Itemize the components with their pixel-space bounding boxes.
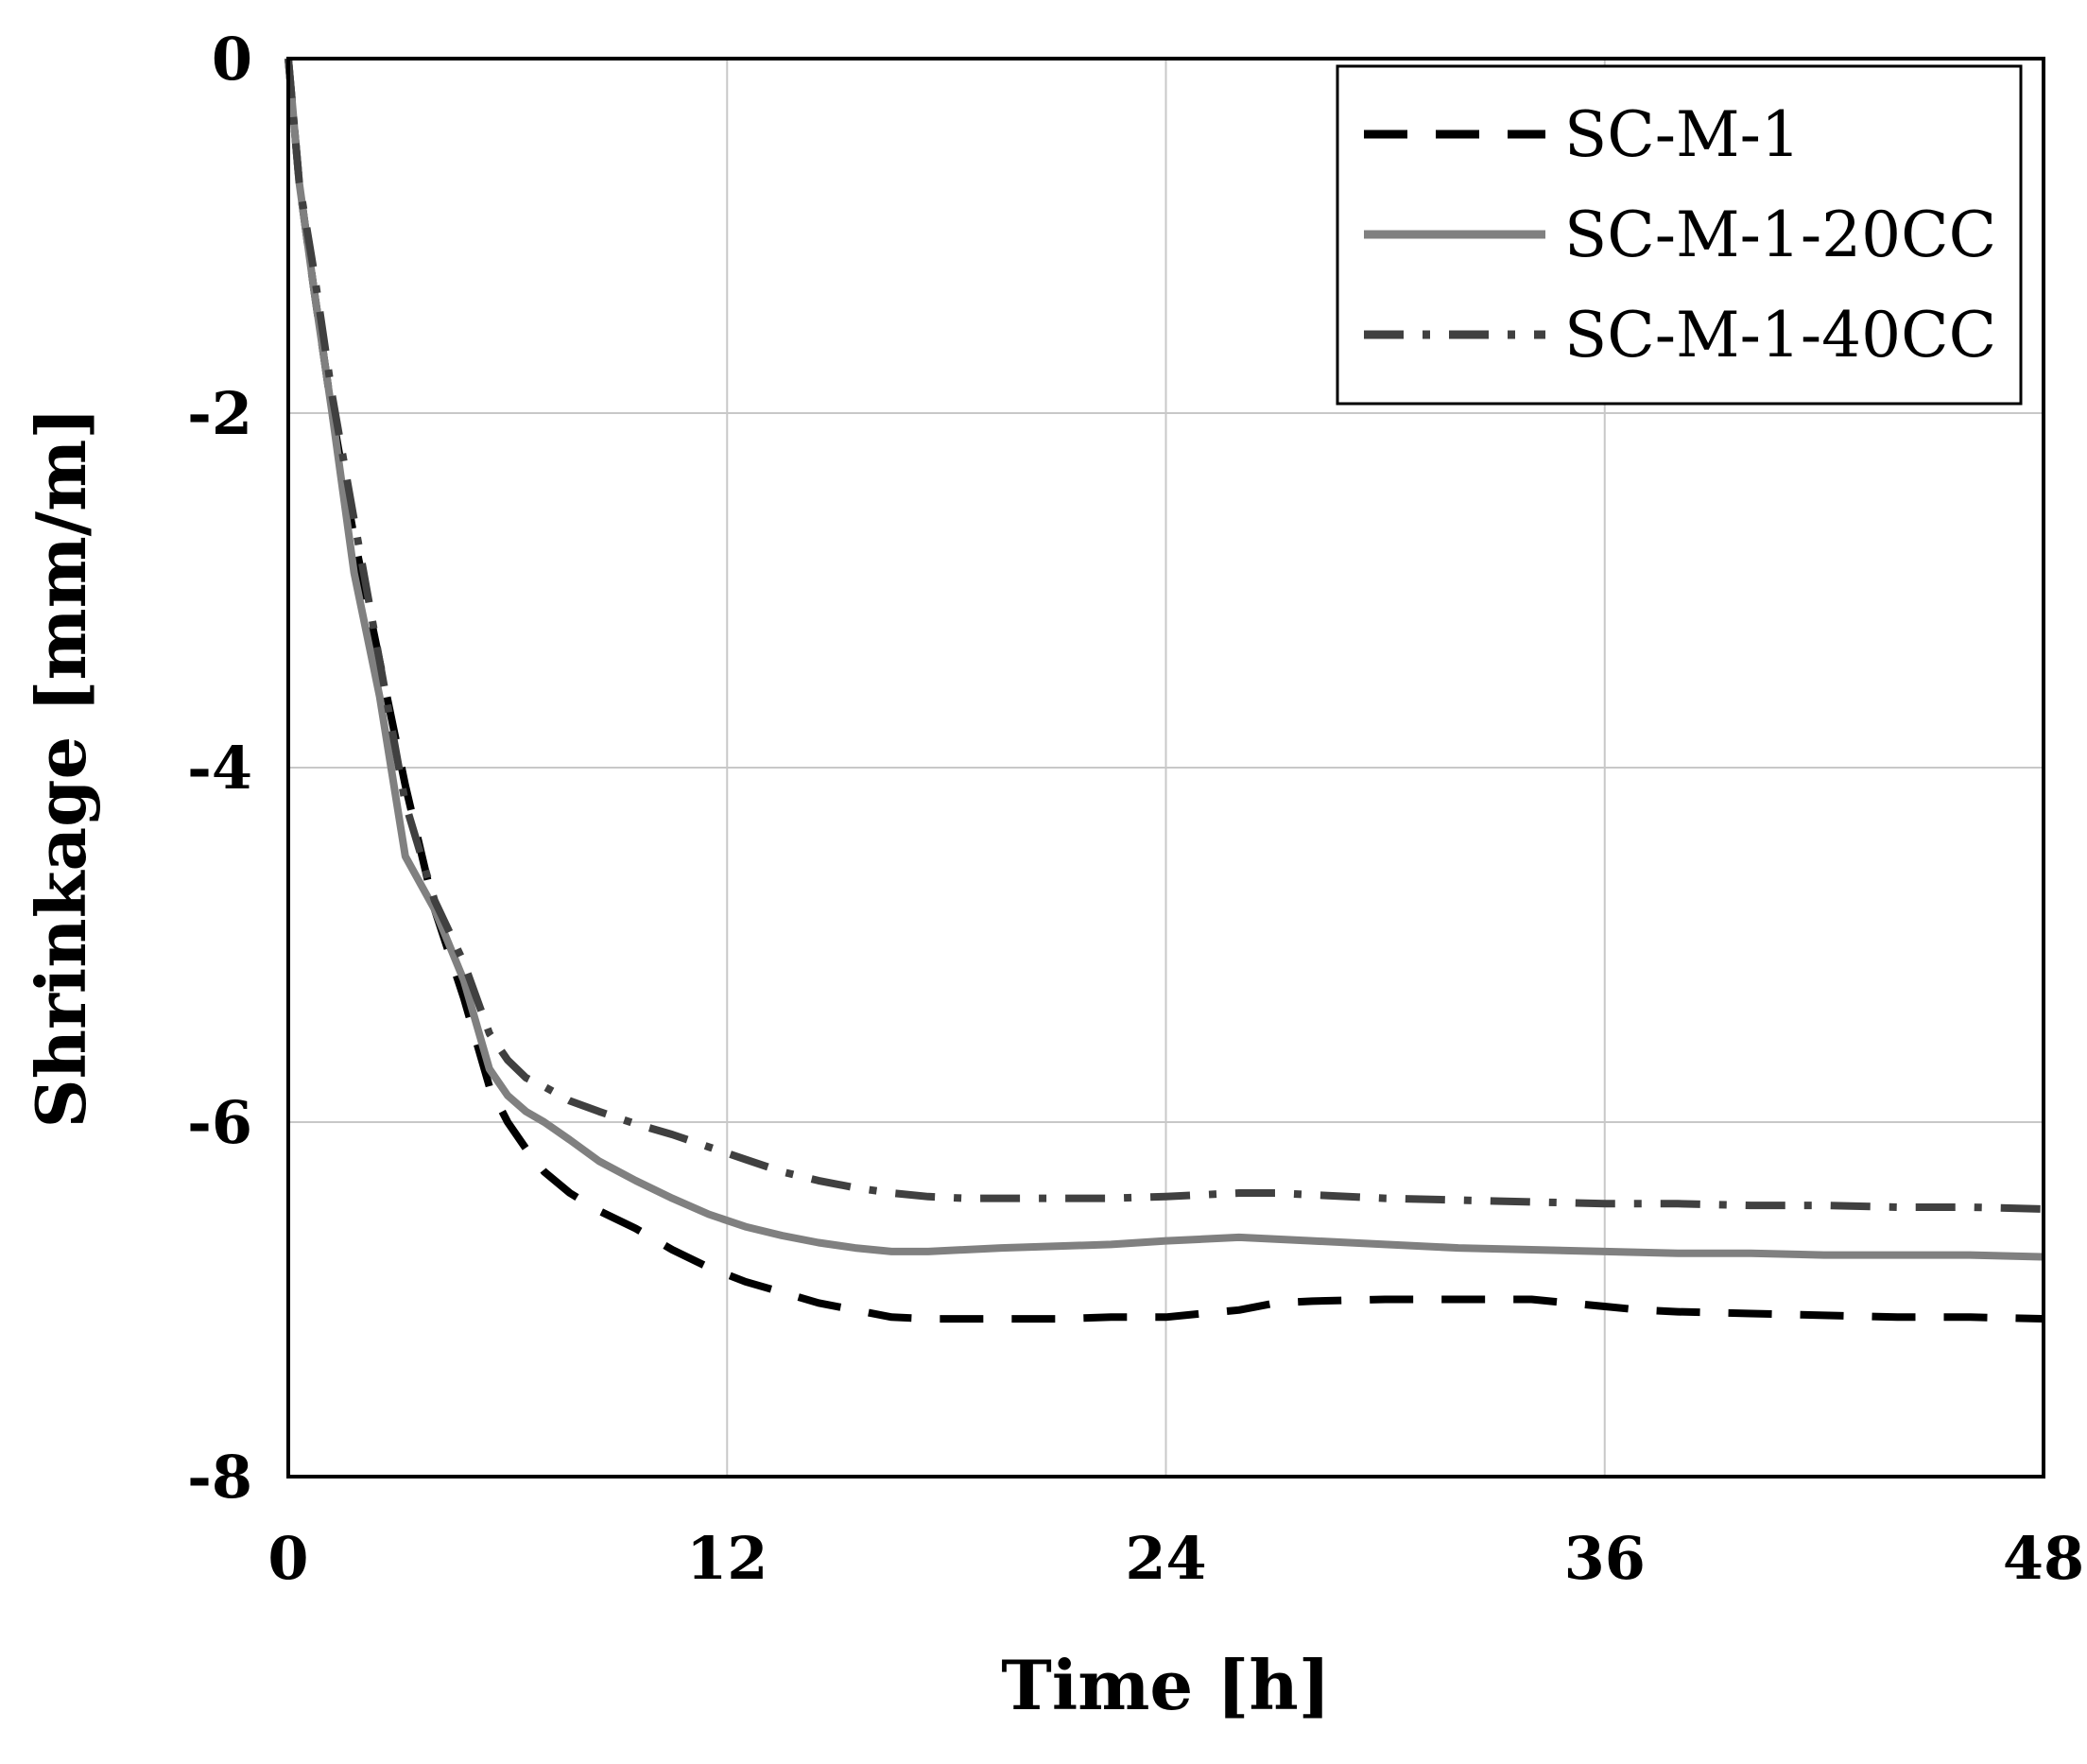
x-tick-label: 24 (1125, 1524, 1206, 1593)
x-tick-label: 36 (1564, 1524, 1646, 1593)
series-lines (285, 58, 2044, 1323)
plot-frame (286, 57, 2045, 1479)
legend-label: SC-M-1 (1564, 98, 1801, 171)
legend: SC-M-1 SC-M-1-20CC SC-M-1-40CC (1336, 64, 2023, 406)
x-tick-label: 48 (2003, 1524, 2084, 1593)
series-line-sc-m-1-20cc (285, 58, 2044, 1261)
y-tick-label: -6 (187, 1088, 252, 1157)
series-line-sc-m-1-40cc (285, 58, 2044, 1213)
y-tick-label: 0 (212, 25, 252, 94)
y-tick-label: -8 (187, 1443, 252, 1512)
tick-labels: 0 12 24 36 48 0 -2 -4 -6 -8 (187, 25, 2084, 1593)
x-tick-label: 12 (686, 1524, 768, 1593)
x-tick-label: 0 (267, 1524, 308, 1593)
y-tick-label: -2 (187, 379, 252, 448)
y-tick-label: -4 (187, 734, 252, 803)
y-axis-title: Shrinkage [mm/m] (21, 407, 101, 1129)
legend-items: SC-M-1 SC-M-1-20CC SC-M-1-40CC (1364, 98, 1996, 372)
x-axis-title: Time [h] (1001, 1645, 1330, 1725)
legend-label: SC-M-1-40CC (1564, 299, 1996, 372)
legend-label: SC-M-1-20CC (1564, 199, 1996, 271)
